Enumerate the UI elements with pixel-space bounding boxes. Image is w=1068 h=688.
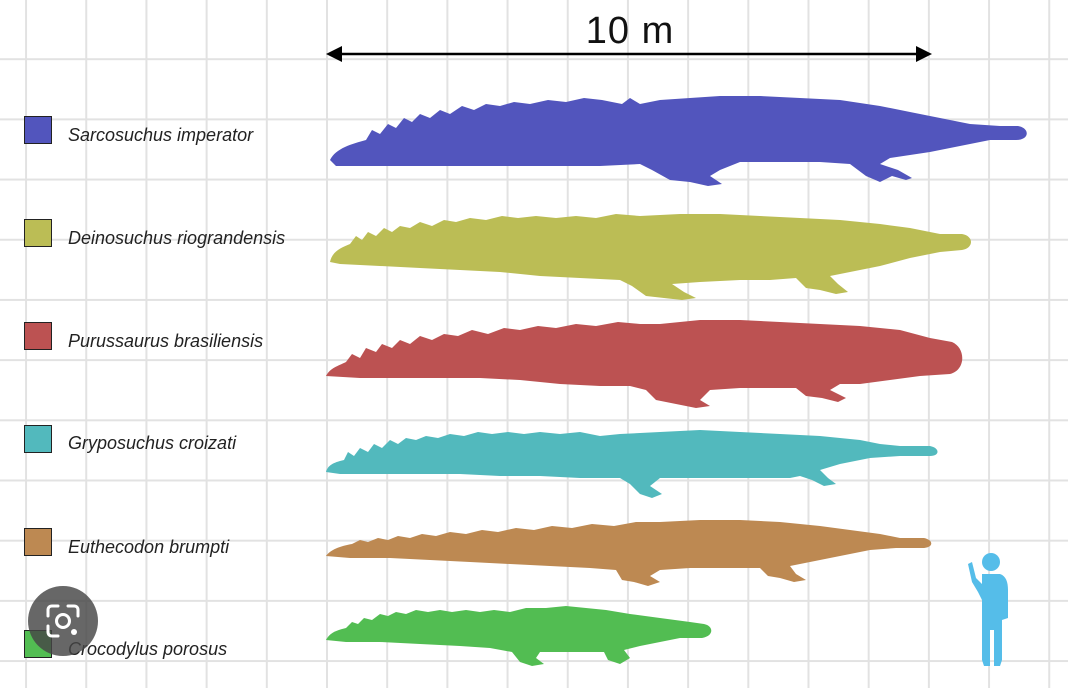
legend-swatch-euthecodon (24, 528, 52, 556)
silhouette-deinosuchus-riograndensis (330, 214, 971, 300)
legend-swatch-purussaurus (24, 322, 52, 350)
legend-label-deinosuchus: Deinosuchus riograndensis (68, 228, 286, 248)
silhouette-gryposuchus-croizati (326, 430, 938, 498)
silhouette-crocodylus-porosus (326, 606, 712, 666)
google-lens-button[interactable] (28, 586, 98, 656)
silhouette-human (968, 553, 1008, 666)
legend-label-crocodylus: Crocodylus porosus (68, 639, 228, 659)
legend-label-gryposuchus: Gryposuchus croizati (68, 433, 237, 453)
legend-label-sarcosuchus: Sarcosuchus imperator (68, 125, 254, 145)
google-lens-icon (46, 604, 80, 638)
legend-swatch-sarcosuchus (24, 116, 52, 144)
legend-label-euthecodon: Euthecodon brumpti (68, 537, 230, 557)
scale-bar-label: 10 m (585, 10, 675, 52)
silhouette-purussaurus-brasiliensis (326, 320, 963, 408)
silhouette-sarcosuchus-imperator (330, 96, 1027, 186)
legend-swatch-gryposuchus (24, 425, 52, 453)
legend-swatch-deinosuchus (24, 219, 52, 247)
scale-bar (326, 46, 932, 62)
silhouette-euthecodon-brumpti (326, 520, 932, 586)
legend-label-purussaurus: Purussaurus brasiliensis (68, 331, 264, 351)
